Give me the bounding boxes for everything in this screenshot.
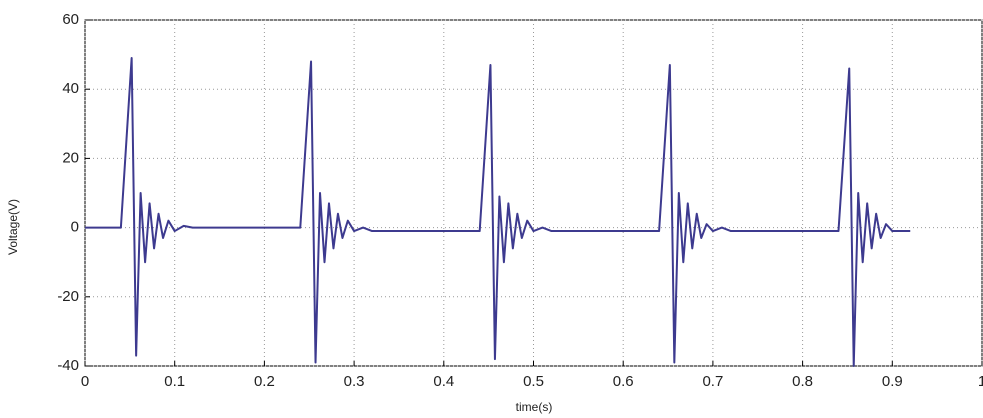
y-tick-label: -40 xyxy=(57,357,79,374)
x-tick-label: 0.1 xyxy=(164,373,185,390)
y-tick-label: -20 xyxy=(57,288,79,305)
x-tick-label: 0.8 xyxy=(792,373,813,390)
x-tick-label: 1 xyxy=(978,373,983,390)
y-axis-label: Voltage(V) xyxy=(6,199,20,255)
x-tick-label: 0.9 xyxy=(882,373,903,390)
x-tick-label: 0 xyxy=(81,373,89,390)
x-tick-label: 0.3 xyxy=(344,373,365,390)
x-tick-label: 0.6 xyxy=(613,373,634,390)
data-line xyxy=(85,57,911,367)
y-tick-label: 40 xyxy=(62,80,79,97)
x-tick-label: 0.5 xyxy=(523,373,544,390)
x-tick-label: 0.4 xyxy=(433,373,454,390)
x-axis-label: time(s) xyxy=(516,400,553,414)
y-tick-label: 60 xyxy=(62,11,79,28)
y-tick-label: 20 xyxy=(62,149,79,166)
x-tick-label: 0.7 xyxy=(702,373,723,390)
x-tick-label: 0.2 xyxy=(254,373,275,390)
y-tick-label: 0 xyxy=(71,219,79,236)
